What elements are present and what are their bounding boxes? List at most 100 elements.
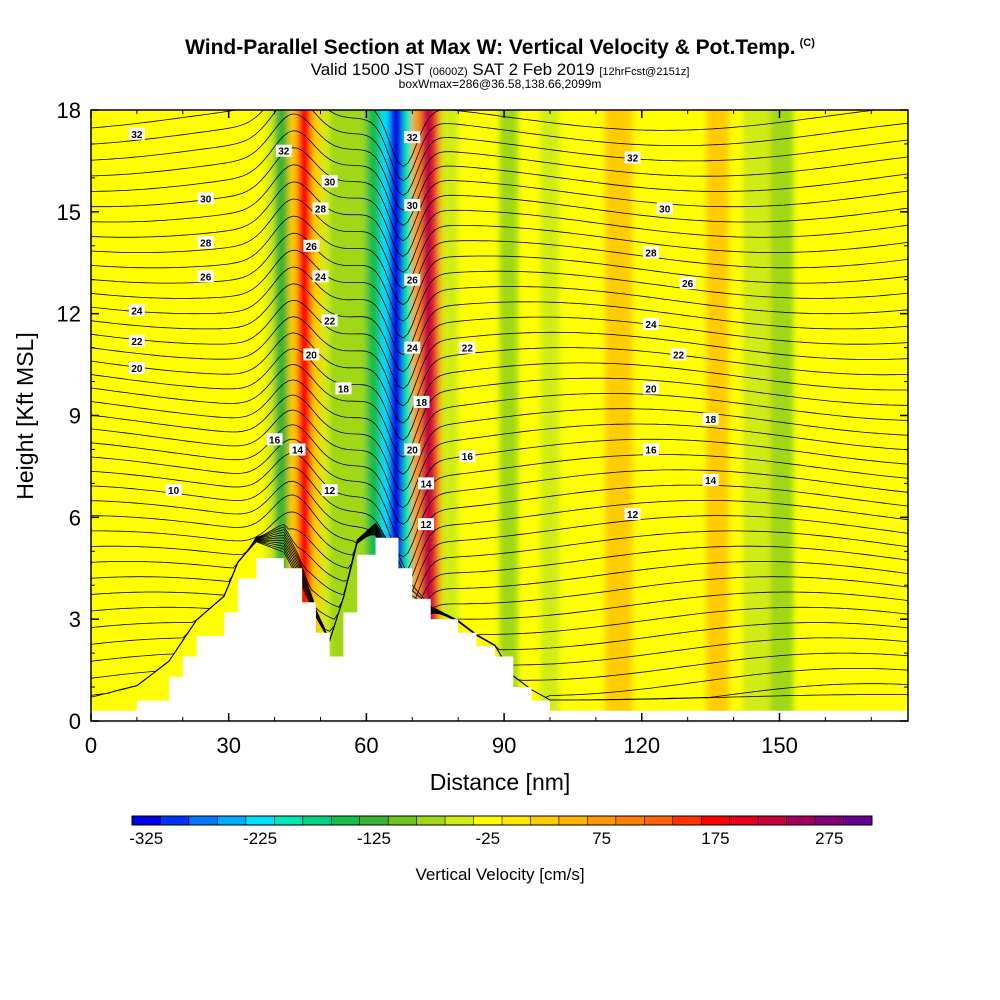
velocity-band-22: [742, 110, 771, 721]
theta-contour-21: [91, 363, 908, 458]
theta-contour-17: [91, 424, 908, 525]
contour-label: 14: [702, 473, 719, 487]
contour-label: 28: [312, 202, 329, 215]
svg-text:22: 22: [131, 337, 143, 348]
theta-contour-7: [91, 531, 908, 623]
theta-contour-31: [91, 198, 908, 289]
theta-contour-9: [91, 526, 908, 633]
velocity-band-14: [421, 110, 436, 721]
theta-contour-12: [91, 494, 908, 605]
svg-text:12: 12: [627, 510, 639, 521]
svg-text:16: 16: [269, 435, 281, 446]
theta-contour-22: [91, 348, 908, 441]
colorbar-tick-label: 275: [815, 829, 843, 848]
colorbar-label: Vertical Velocity [cm/s]: [415, 865, 584, 884]
svg-text:14: 14: [705, 476, 717, 487]
contour-label: 32: [624, 151, 641, 165]
svg-text:20: 20: [306, 350, 318, 361]
contour-label: 14: [289, 443, 306, 456]
colorbar-swatch: [331, 816, 360, 825]
svg-text:24: 24: [645, 320, 657, 331]
theta-contour-10: [91, 523, 908, 632]
colorbar-swatch: [558, 816, 588, 825]
theta-contour-33: [91, 164, 908, 257]
contour-label: 18: [335, 382, 352, 395]
contour-label: 26: [303, 239, 320, 253]
svg-text:16: 16: [645, 445, 657, 456]
svg-text:24: 24: [131, 306, 143, 317]
contour-label: 20: [404, 443, 421, 456]
colorbar-swatch: [274, 816, 304, 825]
x-tick-label: 0: [85, 733, 97, 758]
theta-contour-36: [91, 113, 908, 211]
x-tick-label: 120: [623, 733, 660, 758]
svg-text:26: 26: [407, 276, 419, 287]
colorbar-swatch: [160, 816, 190, 825]
svg-text:26: 26: [306, 242, 318, 253]
svg-text:18: 18: [705, 415, 717, 426]
colorbar-swatch: [843, 816, 873, 825]
colorbar-swatch: [644, 816, 674, 825]
colorbar-swatch: [615, 816, 645, 825]
theta-contour-13: [91, 480, 908, 589]
theta-contour-37: [91, 110, 908, 196]
contour-label: 32: [128, 127, 145, 141]
colorbar-swatch: [132, 816, 161, 825]
velocity-band-23: [770, 110, 794, 721]
velocity-band-6: [311, 110, 321, 721]
contour-label: 12: [418, 518, 435, 531]
svg-text:12: 12: [420, 520, 432, 531]
y-tick-label: 9: [69, 404, 81, 429]
colorbar-swatch: [359, 816, 389, 825]
x-tick-label: 60: [354, 733, 378, 758]
velocity-band-5: [297, 110, 312, 721]
contour-label: 28: [197, 236, 214, 249]
theta-contour-24: [91, 316, 908, 407]
colorbar-swatch: [445, 816, 474, 825]
contour-label: 24: [128, 304, 145, 317]
valid-utc: (0600Z): [429, 66, 468, 78]
svg-text:14: 14: [292, 445, 304, 456]
svg-text:22: 22: [324, 316, 336, 327]
svg-text:22: 22: [673, 350, 685, 361]
theta-contour-27: [91, 266, 908, 356]
theta-contour-8: [91, 529, 908, 628]
y-axis-label: Height [Kft MSL]: [12, 332, 38, 499]
colorbar-swatch: [701, 816, 730, 825]
contour-label: 16: [642, 443, 659, 456]
svg-text:32: 32: [627, 154, 639, 165]
velocity-band-15: [435, 110, 440, 721]
velocity-band-1: [201, 110, 220, 721]
contour-label: 18: [413, 395, 430, 409]
velocity-band-16: [439, 110, 459, 721]
svg-text:30: 30: [200, 194, 212, 205]
colorbar-swatch: [416, 816, 446, 825]
colorbar-swatch: [188, 816, 218, 825]
svg-text:24: 24: [407, 344, 419, 355]
svg-text:26: 26: [200, 272, 212, 283]
svg-text:22: 22: [462, 344, 474, 355]
theta-contour-39: [91, 110, 880, 167]
contour-label: 16: [266, 433, 283, 446]
svg-text:28: 28: [200, 238, 212, 249]
colorbar-swatch: [502, 816, 531, 825]
velocity-band-4: [288, 110, 298, 721]
contour-label: 12: [624, 507, 641, 521]
velocity-band-7: [320, 110, 330, 721]
contour-label: 22: [321, 314, 338, 327]
svg-text:28: 28: [315, 204, 327, 215]
theta-contour-38: [91, 110, 908, 182]
velocity-band-0: [136, 110, 165, 721]
theta-contour-16: [91, 438, 908, 542]
colorbar-tick-label: -125: [357, 829, 391, 848]
y-tick-label: 12: [57, 302, 81, 327]
contour-label: 26: [197, 270, 214, 283]
svg-text:28: 28: [645, 249, 657, 260]
forecast-info: [12hrFcst@2151z]: [599, 66, 690, 78]
x-tick-label: 150: [761, 733, 798, 758]
contour-label: 24: [312, 270, 329, 283]
colorbar-swatch: [786, 816, 816, 825]
plot-area: 32 30 28 26 24 22 20 32 30 26 24 18 20 14 12 32 30 28 26 24…: [90, 109, 909, 722]
contour-label: 22: [670, 348, 687, 361]
